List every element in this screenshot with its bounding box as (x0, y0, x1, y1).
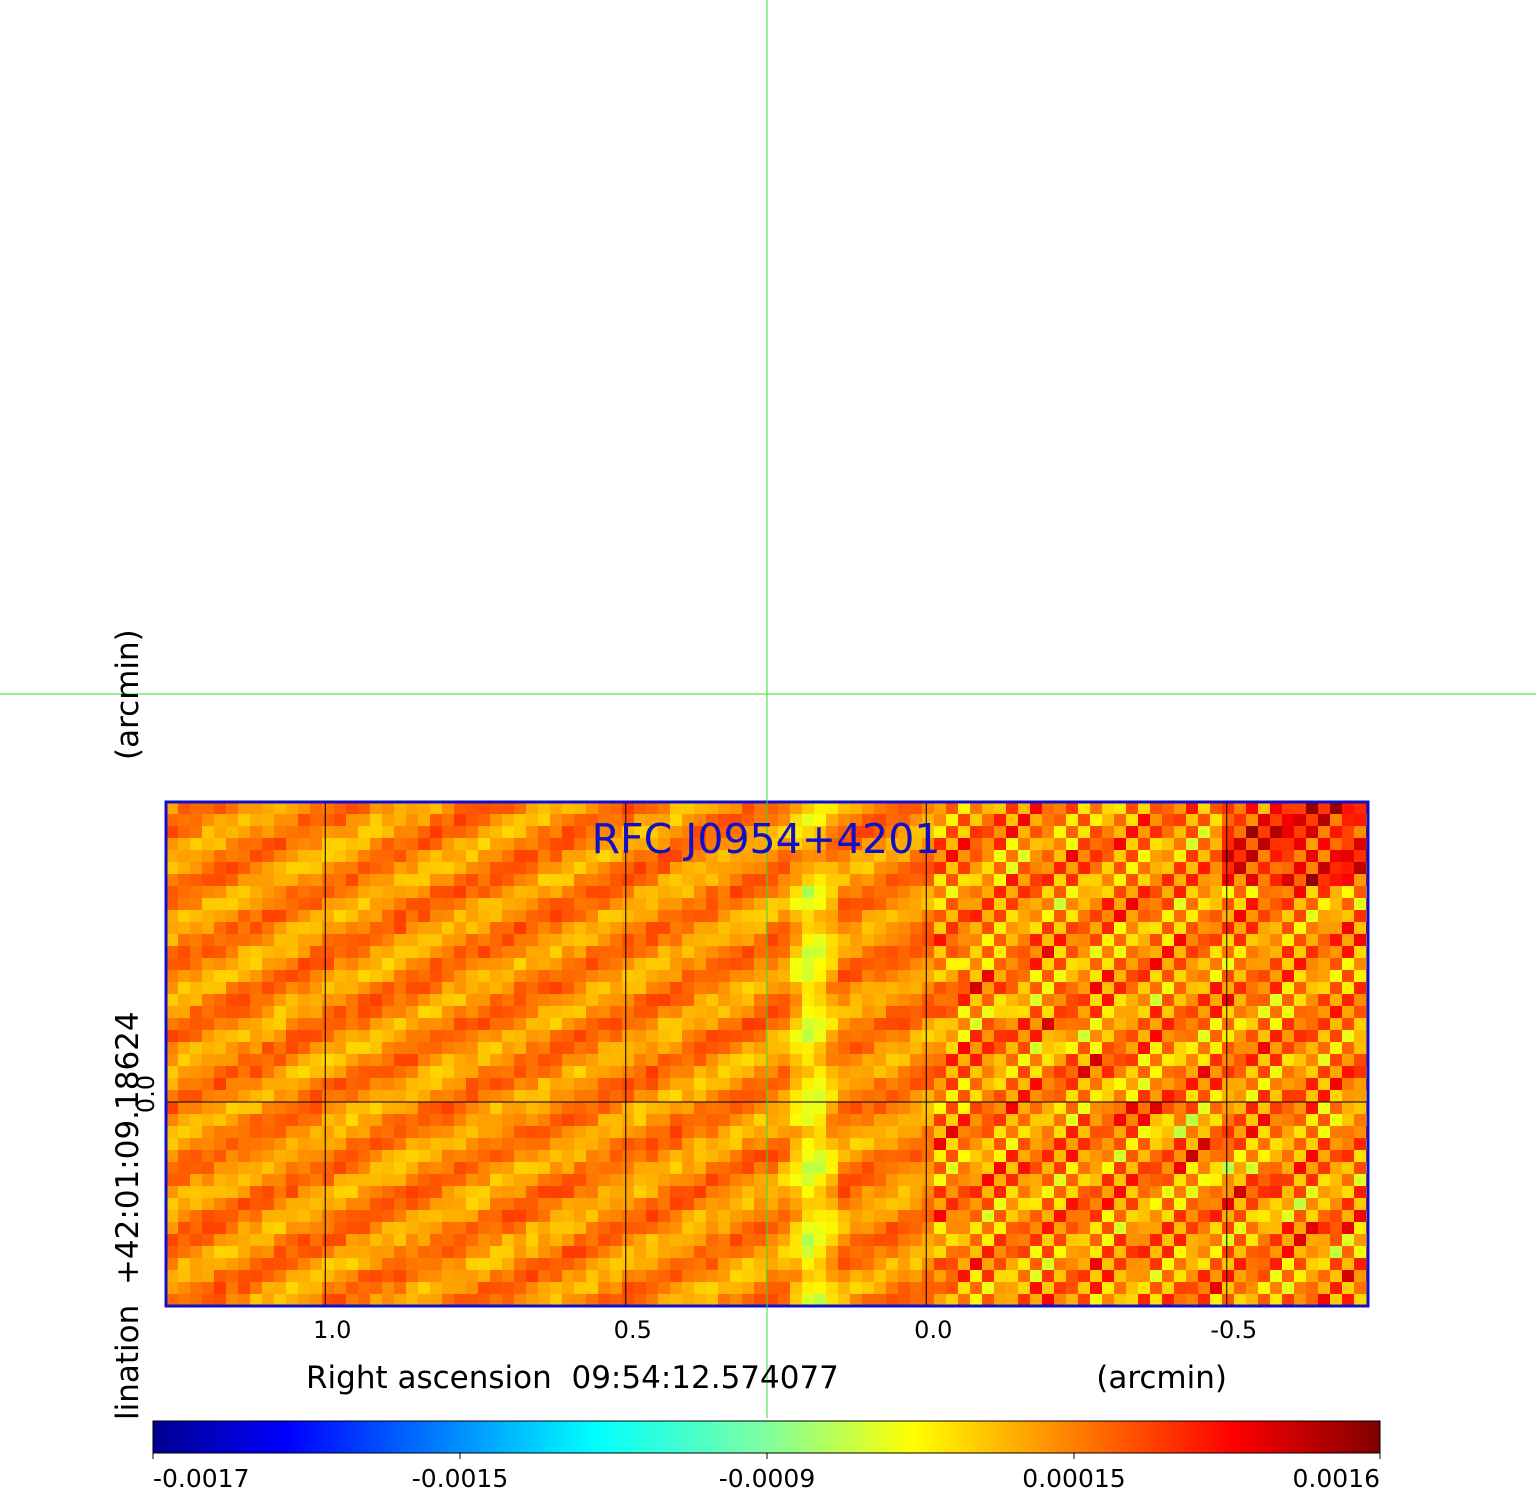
source-title: RFC J0954+4201 (592, 815, 941, 863)
flux-heatmap (166, 802, 1368, 1306)
colorbar-tick-label: -0.0009 (719, 1464, 816, 1493)
x-tick-label: 0.5 (614, 1316, 652, 1344)
x-tick-labels: 1.0 0.5 0.0 -0.5 (313, 1316, 1257, 1344)
y-axis-unit: (arcmin) (110, 629, 146, 760)
colorbar-tick-label: -0.0015 (412, 1464, 509, 1493)
colorbar-tick-label: 0.00015 (1022, 1464, 1125, 1493)
x-tick-label: 0.0 (914, 1316, 952, 1344)
y-tick-label: 0.0 (132, 1075, 160, 1113)
x-axis-title: Right ascension 09:54:12.574077 (306, 1360, 839, 1396)
y-axis-title: lination +42:01:09.18624 (110, 1011, 146, 1420)
colorbar-tick-labels: -0.0017 -0.0015 -0.0009 0.00015 0.0016 (152, 1453, 1381, 1493)
x-tick-label: 1.0 (313, 1316, 351, 1344)
x-axis-unit: (arcmin) (1096, 1360, 1227, 1396)
colorbar (152, 1420, 1381, 1454)
y-tick-labels: 0.0 (132, 1075, 160, 1113)
colorbar-tick-label: -0.0017 (153, 1464, 250, 1493)
crosshair (0, 0, 1536, 1418)
x-tick-label: -0.5 (1210, 1316, 1257, 1344)
colorbar-tick-label: 0.0016 (1293, 1464, 1380, 1493)
